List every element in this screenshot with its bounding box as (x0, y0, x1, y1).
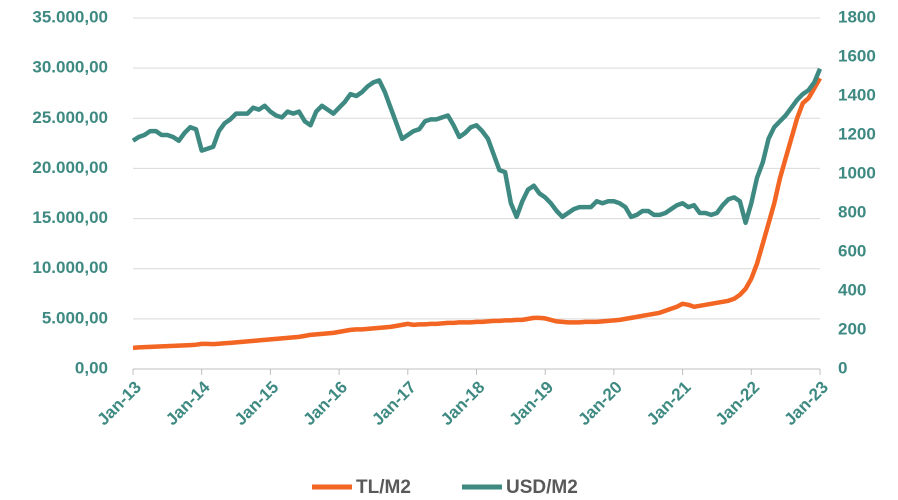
series-line (132, 77, 822, 351)
x-tick-label: Jan-13 (93, 378, 145, 430)
x-tick-label: Jan-21 (643, 378, 695, 430)
x-tick-label: Jan-22 (712, 378, 764, 430)
legend-label: USD/M2 (506, 477, 578, 498)
y-tick-label: 5.000,00 (42, 308, 108, 327)
y2-tick-label: 200 (838, 319, 866, 338)
y-tick-label: 20.000,00 (32, 158, 108, 177)
y2-tick-label: 0 (838, 358, 847, 377)
y-tick-label: 35.000,00 (32, 7, 108, 26)
y2-tick-label: 1800 (838, 7, 876, 26)
y2-tick-label: 1200 (838, 124, 876, 143)
y2-tick-label: 1600 (838, 46, 876, 65)
y2-tick-label: 1400 (838, 85, 876, 104)
y2-tick-label: 400 (838, 280, 866, 299)
x-tick-label: Jan-16 (300, 378, 352, 430)
y-tick-label: 10.000,00 (32, 258, 108, 277)
series-line (131, 67, 823, 226)
x-tick-label: Jan-14 (162, 377, 214, 429)
x-tick-label: Jan-15 (231, 378, 283, 430)
x-tick-label: Jan-20 (574, 378, 626, 430)
legend-label: TL/M2 (356, 477, 411, 498)
x-tick-label: Jan-19 (506, 378, 558, 430)
y2-tick-label: 600 (838, 241, 866, 260)
y-tick-label: 0,00 (75, 358, 108, 377)
y2-tick-label: 1000 (838, 163, 876, 182)
y-tick-label: 30.000,00 (32, 58, 108, 77)
x-tick-label: Jan-17 (368, 378, 420, 430)
y-tick-label: 15.000,00 (32, 208, 108, 227)
y-tick-label: 25.000,00 (32, 108, 108, 127)
y2-tick-label: 800 (838, 202, 866, 221)
x-tick-label: Jan-18 (437, 378, 489, 430)
x-tick-label: Jan-23 (780, 378, 832, 430)
